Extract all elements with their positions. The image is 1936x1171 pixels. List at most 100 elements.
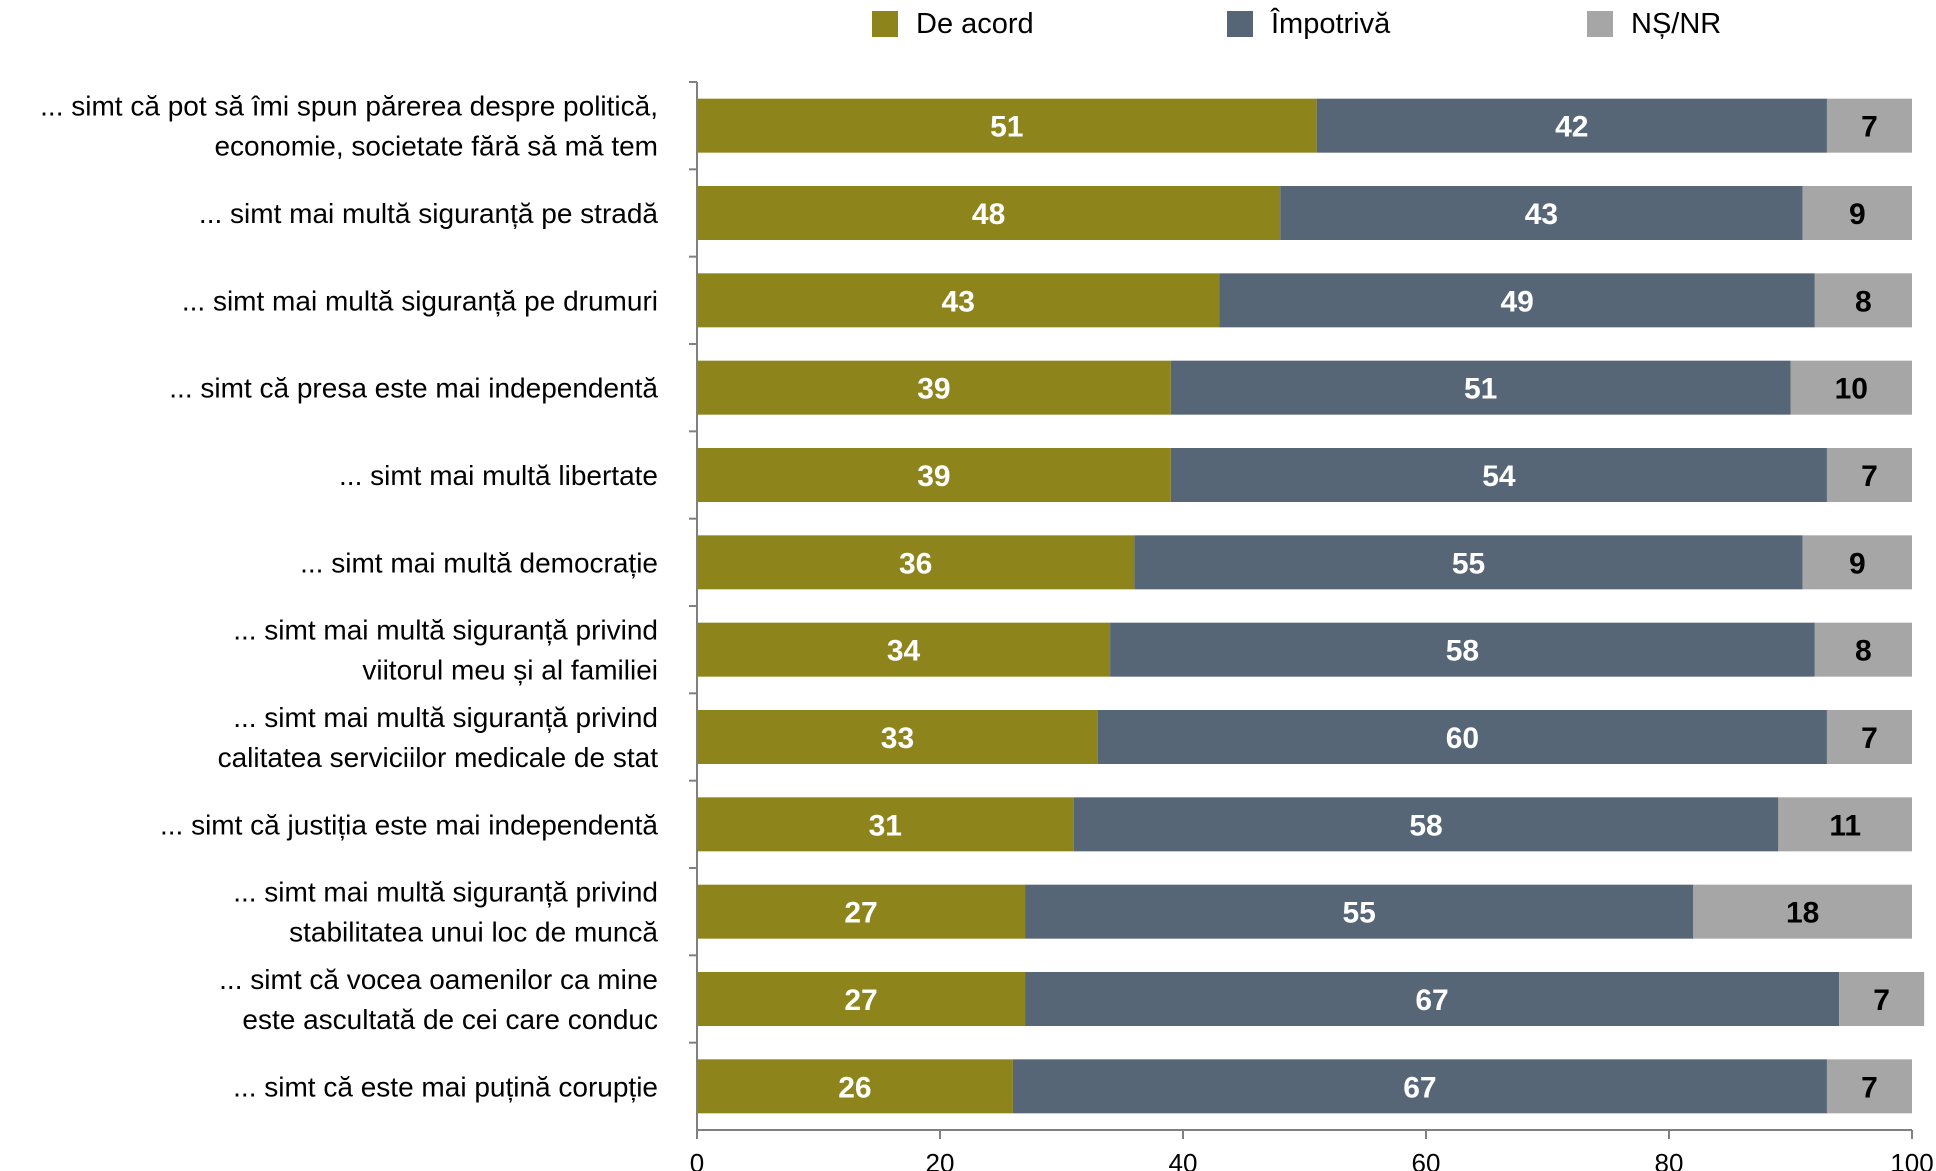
bar-segment [697,186,1281,240]
category-label: ... simt mai multă libertate [339,460,658,491]
bar-segment [1170,360,1791,415]
data-label: 67 [1403,1071,1436,1104]
x-tick-label: 40 [1169,1148,1198,1171]
bar-segment [1693,884,1912,939]
legend-swatch [872,11,898,37]
bar-segment [697,98,1317,153]
data-label: 58 [1409,809,1442,842]
bar-segment [1097,710,1827,764]
data-label: 31 [869,809,902,842]
legend-swatch [1227,11,1253,37]
x-tick-label: 100 [1890,1148,1933,1171]
bar-segment [697,360,1171,415]
category-label: ... simt că presa este mai independentă [169,373,658,404]
bar-segment [1280,186,1803,240]
bar-segment [1826,448,1912,502]
x-tick-label: 0 [690,1148,704,1171]
data-label: 34 [887,635,921,668]
data-label: 7 [1861,111,1878,144]
bar-segment [697,622,1111,677]
data-label: 8 [1855,635,1872,668]
data-label: 42 [1555,111,1588,144]
data-label: 58 [1446,635,1479,668]
data-label: 51 [990,111,1023,144]
category-label: ... simt mai multă democrație [300,547,658,578]
data-label: 27 [844,984,877,1017]
bar-segment [1012,1059,1827,1114]
bar-segment [1802,186,1912,240]
data-label: 43 [1525,198,1558,231]
data-label: 60 [1446,722,1479,755]
data-label: 7 [1861,1071,1878,1104]
bar-segment [1170,448,1827,502]
category-label: economie, societate fără să mă tem [214,131,658,162]
legend-label: NȘ/NR [1631,8,1721,40]
data-label: 49 [1500,285,1533,318]
data-label: 55 [1452,547,1485,580]
data-label: 11 [1829,809,1861,842]
bar-segment [697,884,1026,939]
bar-segment [1814,622,1912,677]
bar-segment [1219,273,1815,328]
bar-segment [1073,797,1779,852]
bar-segment [697,448,1171,502]
legend-label: Împotrivă [1270,7,1391,40]
data-label: 7 [1861,460,1878,493]
legend-label: De acord [916,8,1034,40]
bar-segment [1025,884,1694,939]
category-label: ... simt că justiția este mai independen… [160,809,658,840]
data-label: 67 [1415,984,1448,1017]
category-label: ... simt mai multă siguranță pe drumuri [182,285,658,316]
data-label: 7 [1873,984,1890,1017]
data-label: 48 [972,198,1005,231]
bar-segment [1778,797,1912,852]
bar-segment [1134,535,1803,590]
bar-segment [1814,273,1912,328]
data-label: 39 [917,373,950,406]
bar-segment [1316,98,1827,153]
data-label: 33 [881,722,914,755]
bar-segment [697,972,1026,1026]
data-label: 43 [942,285,975,318]
data-label: 36 [899,547,932,580]
category-label: ... simt mai multă siguranță pe stradă [199,198,659,229]
bar-segment [697,273,1220,328]
legend-swatch [1587,11,1613,37]
category-label: ... simt că vocea oamenilor ca mine [219,964,658,995]
category-label: ... simt mai multă siguranță privind [233,877,658,908]
data-label: 27 [844,897,877,930]
category-label: ... simt mai multă siguranță privind [233,615,658,646]
data-label: 8 [1855,285,1872,318]
data-label: 55 [1342,897,1375,930]
data-label: 7 [1861,722,1878,755]
bar-segment [1110,622,1815,677]
bar-segment [1790,360,1912,415]
data-label: 26 [838,1071,871,1104]
bar-segment [1025,972,1840,1026]
data-label: 9 [1849,547,1866,580]
bar-segment [697,710,1098,764]
bar-segment [697,797,1074,852]
data-label: 54 [1482,460,1516,493]
category-label: stabilitatea unui loc de muncă [289,917,658,948]
x-tick-label: 20 [926,1148,955,1171]
category-label: viitorul meu și al familiei [362,655,658,686]
category-label: este ascultată de cei care conduc [242,1004,658,1035]
data-label: 39 [917,460,950,493]
x-tick-label: 80 [1655,1148,1684,1171]
bar-segment [1839,972,1925,1026]
category-label: ... simt că pot să îmi spun părerea desp… [40,91,658,122]
data-label: 10 [1835,373,1868,406]
data-label: 9 [1849,198,1866,231]
category-label: calitatea serviciilor medicale de stat [218,742,659,773]
bar-segment [1802,535,1912,590]
bar-segment [1826,1059,1912,1114]
x-tick-label: 60 [1412,1148,1441,1171]
category-label: ... simt că este mai puțină corupție [233,1071,658,1102]
bar-segment [1826,98,1912,153]
bar-segment [697,1059,1013,1114]
category-label: ... simt mai multă siguranță privind [233,702,658,733]
data-label: 51 [1464,373,1497,406]
data-label: 18 [1786,897,1819,930]
